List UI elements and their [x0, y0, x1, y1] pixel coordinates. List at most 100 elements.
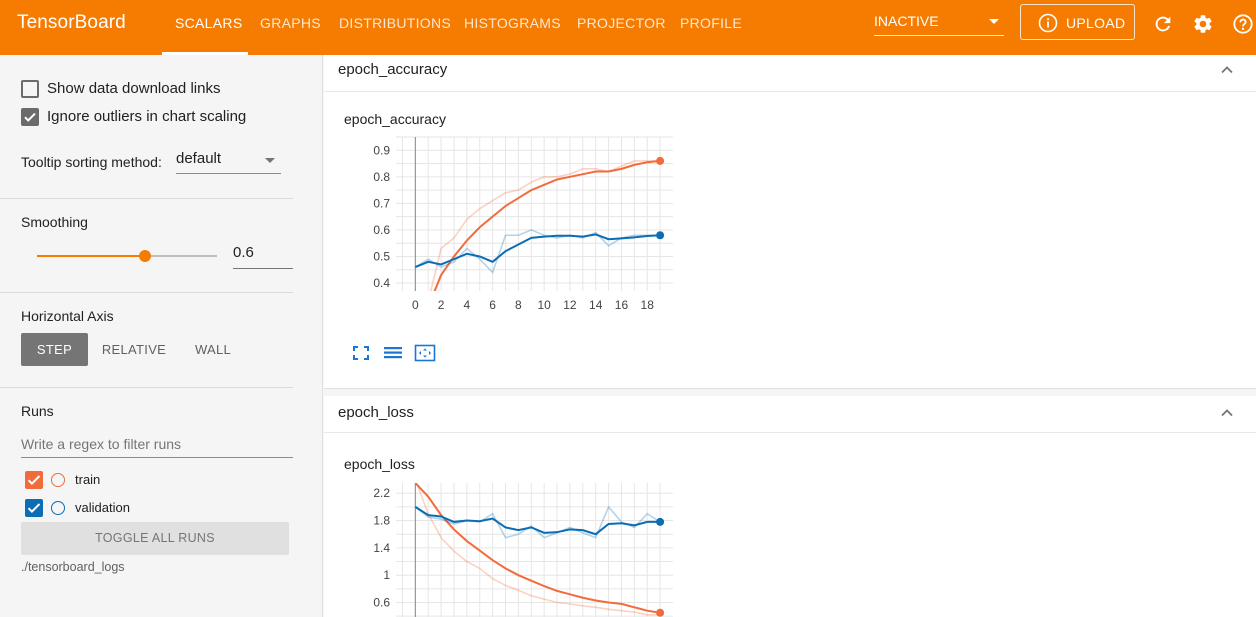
tab-histograms[interactable]: HISTOGRAMS [464, 15, 561, 31]
active-tab-indicator [162, 52, 248, 55]
x-tick-label: 0 [412, 298, 419, 312]
x-tick-label: 2 [438, 298, 445, 312]
y-tick-label: 0.6 [373, 223, 390, 237]
y-tick-label: 0.5 [373, 249, 390, 263]
tab-projector[interactable]: PROJECTOR [577, 15, 666, 31]
smoothing-slider-thumb[interactable] [139, 250, 151, 262]
category-header-epoch-accuracy[interactable]: epoch_accuracy [324, 55, 1256, 92]
category-title: epoch_loss [338, 404, 414, 421]
smoothing-slider-fill [37, 255, 145, 257]
chevron-up-icon[interactable] [1220, 65, 1234, 75]
plot-area [396, 483, 673, 617]
series-train-smoothed-line [414, 483, 661, 614]
run-train-color-swatch[interactable] [51, 473, 65, 487]
axis-step-button[interactable]: STEP [21, 333, 88, 366]
x-tick-label: 12 [563, 298, 577, 312]
main-content: epoch_accuracy epoch_accuracy 0.4 0.5 0.6 0… [324, 55, 1256, 617]
series-group [414, 483, 661, 616]
chevron-down-icon [265, 158, 275, 163]
log-directory: ./tensorboard_logs [21, 560, 125, 574]
series-validation-smoothed-line [414, 233, 661, 269]
y-tick-label: 2.2 [373, 486, 390, 500]
loss-chart[interactable]: 0.6 1 1.4 1.8 2.2 [324, 478, 724, 617]
run-filter-input[interactable]: Write a regex to filter runs [21, 432, 293, 458]
tab-distributions[interactable]: DISTRIBUTIONS [339, 15, 452, 31]
upload-button[interactable]: UPLOAD [1020, 4, 1135, 40]
y-tick-label: 1 [383, 568, 390, 582]
x-tick-label: 4 [464, 298, 471, 312]
axis-relative-button[interactable]: RELATIVE [101, 342, 167, 357]
log-scale-icon[interactable] [382, 343, 404, 363]
chart-card-title: epoch_loss [344, 456, 415, 472]
status-select[interactable]: INACTIVE [874, 13, 1004, 36]
plot-background [396, 137, 673, 291]
divider [0, 198, 293, 199]
x-tick-label: 8 [515, 298, 522, 312]
x-tick-label: 18 [641, 298, 655, 312]
runs-label: Runs [21, 403, 54, 419]
run-validation-label: validation [75, 500, 130, 515]
x-tick-label: 6 [489, 298, 496, 312]
smoothing-label: Smoothing [21, 214, 88, 230]
accuracy-chart[interactable]: 0.4 0.5 0.6 0.7 0.8 0.9 0 2 4 6 8 10 12 14 16 18 [324, 133, 724, 348]
chevron-up-icon[interactable] [1220, 408, 1234, 418]
info-icon [1038, 13, 1058, 33]
run-validation-color-swatch[interactable] [51, 501, 65, 515]
axis-wall-button[interactable]: WALL [194, 342, 232, 357]
settings-gear-icon[interactable] [1192, 13, 1214, 35]
status-select-value: INACTIVE [874, 13, 939, 29]
category-divider [324, 388, 1256, 396]
series-train-last-point [656, 608, 665, 617]
x-tick-label: 16 [615, 298, 629, 312]
smoothing-slider[interactable] [37, 250, 217, 262]
ignore-outliers-label: Ignore outliers in chart scaling [47, 108, 247, 125]
checkmark-icon [27, 475, 41, 486]
run-validation-checkbox[interactable] [25, 499, 43, 517]
y-tick-label: 0.6 [373, 596, 390, 610]
tooltip-sorting-value: default [176, 150, 222, 167]
tab-scalars[interactable]: SCALARS [175, 15, 243, 31]
tooltip-sorting-select[interactable]: default [176, 150, 281, 174]
series-train-last-point [656, 156, 665, 165]
category-header-epoch-loss[interactable]: epoch_loss [324, 396, 1256, 433]
fullscreen-icon[interactable] [350, 343, 372, 363]
tab-profile[interactable]: PROFILE [680, 15, 743, 31]
y-tick-label: 1.8 [373, 514, 390, 528]
y-tick-label: 0.8 [373, 170, 390, 184]
plot-background [396, 483, 673, 617]
fit-domain-icon[interactable] [414, 343, 436, 363]
series-group [414, 159, 661, 291]
series-train-raw-line [415, 483, 661, 616]
checkmark-icon [27, 503, 41, 514]
y-tick-label: 0.7 [373, 196, 390, 210]
tooltip-sorting-label: Tooltip sorting method: [21, 154, 162, 170]
tab-graphs[interactable]: GRAPHS [260, 15, 321, 31]
app-brand: TensorBoard [17, 12, 126, 33]
top-app-bar: TensorBoard SCALARS GRAPHS DISTRIBUTIONS… [0, 0, 1256, 55]
show-download-links-checkbox[interactable] [21, 80, 39, 98]
series-train-smoothed-line [433, 159, 661, 291]
divider [0, 292, 293, 293]
chevron-down-icon [989, 19, 999, 24]
horizontal-axis-label: Horizontal Axis [21, 308, 114, 324]
x-tick-label: 14 [589, 298, 603, 312]
y-tick-label: 1.4 [373, 541, 390, 555]
x-tick-label: 10 [537, 298, 551, 312]
series-validation-raw-line [414, 505, 661, 539]
y-tick-label: 0.4 [373, 276, 390, 290]
ignore-outliers-checkbox[interactable] [21, 108, 39, 126]
show-download-links-label: Show data download links [47, 80, 221, 97]
upload-button-label: UPLOAD [1066, 15, 1126, 31]
run-train-label: train [75, 472, 101, 487]
help-icon[interactable] [1232, 13, 1254, 35]
checkmark-icon [24, 112, 36, 122]
chart-card-title: epoch_accuracy [344, 111, 446, 127]
series-train-raw-line [429, 160, 661, 291]
category-title: epoch_accuracy [338, 61, 448, 78]
smoothing-input[interactable]: 0.6 [233, 244, 293, 269]
plot-area [396, 136, 673, 291]
toggle-all-runs-button[interactable]: TOGGLE ALL RUNS [21, 522, 289, 555]
refresh-icon[interactable] [1152, 13, 1174, 35]
series-validation-last-point [656, 231, 665, 240]
run-train-checkbox[interactable] [25, 471, 43, 489]
